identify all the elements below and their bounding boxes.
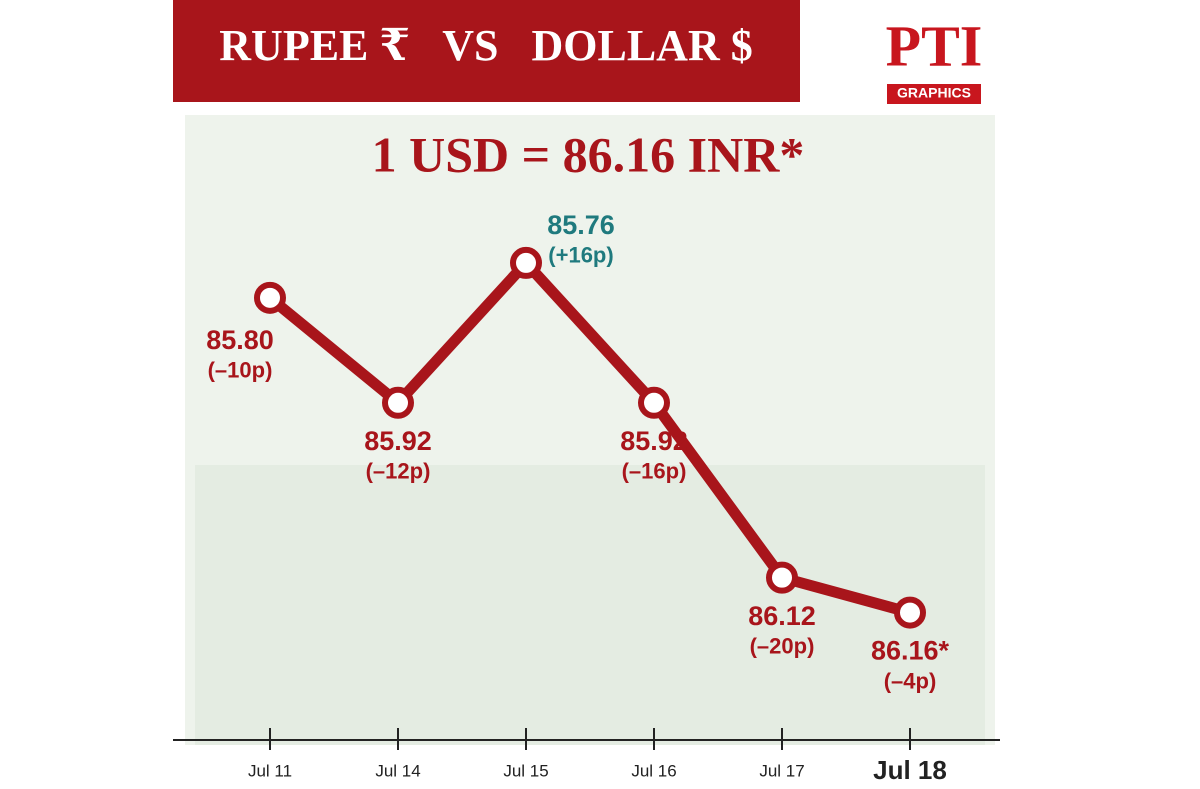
change-label: (–12p) [366,459,431,484]
logo: PTI [886,13,983,78]
chart-title: RUPEE ₹ VS DOLLAR $ [219,21,752,70]
title-banner [173,0,800,102]
value-label: 85.92 [364,426,432,456]
value-label: 86.16* [871,636,950,666]
point [766,561,798,594]
logo-tag-bg [887,84,981,104]
change-label: (–10p) [208,358,273,383]
x-tick-label: Jul 18 [873,755,947,785]
value-label: 86.12 [748,601,816,631]
dollar-note-background [195,465,985,745]
point [510,246,542,279]
x-tick-label: Jul 11 [248,761,292,780]
x-tick-label: Jul 14 [375,761,420,780]
point [382,386,414,419]
value-label: 85.80 [206,325,274,355]
point [894,596,926,629]
value-label: 85.76 [547,210,615,240]
change-label: (–4p) [884,668,937,693]
x-tick-label: Jul 17 [759,761,804,780]
line [266,257,912,618]
change-label: (–20p) [750,633,815,658]
change-label: (–16p) [622,459,687,484]
point [638,386,670,419]
headline: 1 USD = 86.16 INR* [372,126,805,182]
point [254,281,286,314]
x-tick-label: Jul 15 [503,761,548,780]
value-label: 85.92 [620,426,688,456]
logo-tag: GRAPHICS [897,85,971,101]
x-tick-label: Jul 16 [631,761,676,780]
change-label: (+16p) [548,243,613,268]
